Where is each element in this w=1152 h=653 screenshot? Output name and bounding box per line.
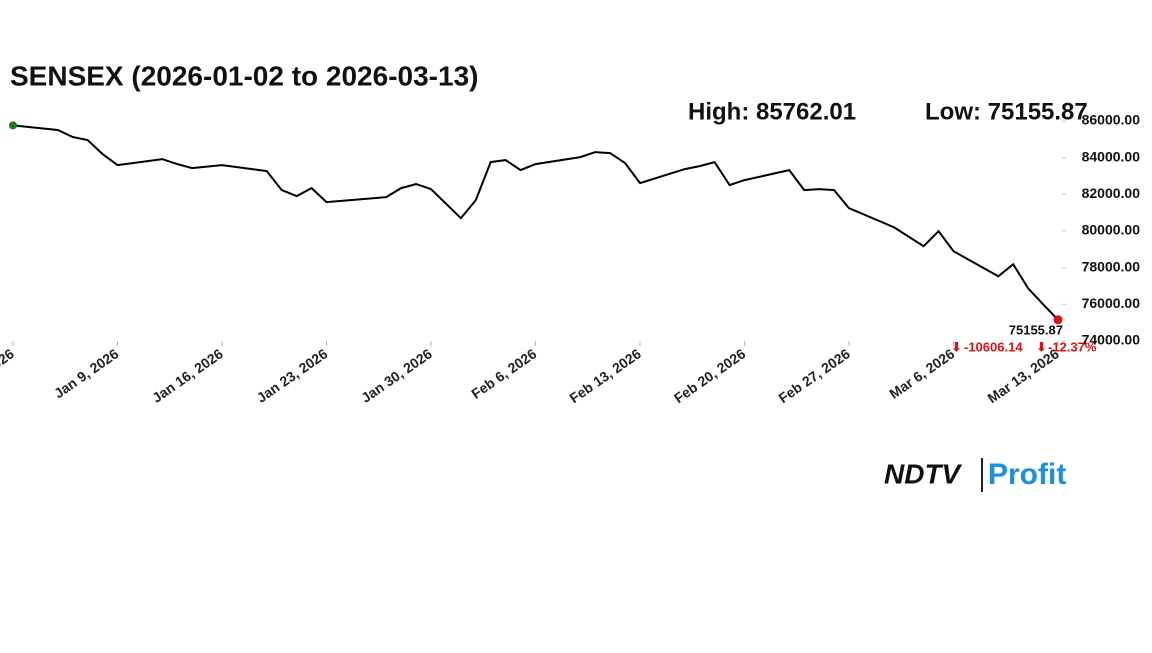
y-tick-label: 78000.00: [1082, 258, 1141, 274]
y-tick-label: 74000.00: [1082, 332, 1141, 348]
start-point: [9, 121, 17, 130]
logo-product: Profit: [988, 458, 1066, 491]
x-tick-label: Feb 13, 2026: [566, 345, 644, 406]
change-pct-label: -12.37%: [1048, 339, 1097, 354]
x-tick-label: Jan 23, 2026: [254, 345, 331, 406]
end-point: [1053, 315, 1063, 325]
y-tick-label: 82000.00: [1082, 185, 1141, 201]
x-tick-label: Jan 30, 2026: [358, 345, 435, 406]
logo-brand: NDTV: [884, 458, 963, 489]
y-tick-label: 84000.00: [1082, 148, 1141, 164]
high-label: High: 85762.01: [688, 98, 856, 125]
y-tick-label: 86000.00: [1082, 112, 1141, 128]
x-tick-label: Feb 27, 2026: [775, 345, 853, 406]
x-tick-label: Feb 20, 2026: [671, 345, 749, 406]
low-label: Low: 75155.87: [925, 98, 1088, 125]
x-tick-label: Jan 16, 2026: [149, 345, 226, 406]
x-tick-label: Jan 9, 2026: [51, 345, 122, 401]
x-tick-label: Jan 2, 2026: [0, 345, 17, 401]
x-tick-label: Feb 6, 2026: [468, 345, 539, 402]
change-label: -10606.14: [964, 339, 1023, 354]
change-arrow: ⬇: [951, 339, 962, 354]
chart-title: SENSEX (2026-01-02 to 2026-03-13): [10, 60, 478, 91]
y-tick-label: 76000.00: [1082, 295, 1141, 311]
line: [12, 124, 1059, 321]
change-arrow: ⬇: [1036, 339, 1047, 354]
x-tick-label: Mar 6, 2026: [886, 345, 957, 402]
last-value-label: 75155.87: [1009, 322, 1063, 337]
y-tick-label: 80000.00: [1082, 222, 1141, 238]
